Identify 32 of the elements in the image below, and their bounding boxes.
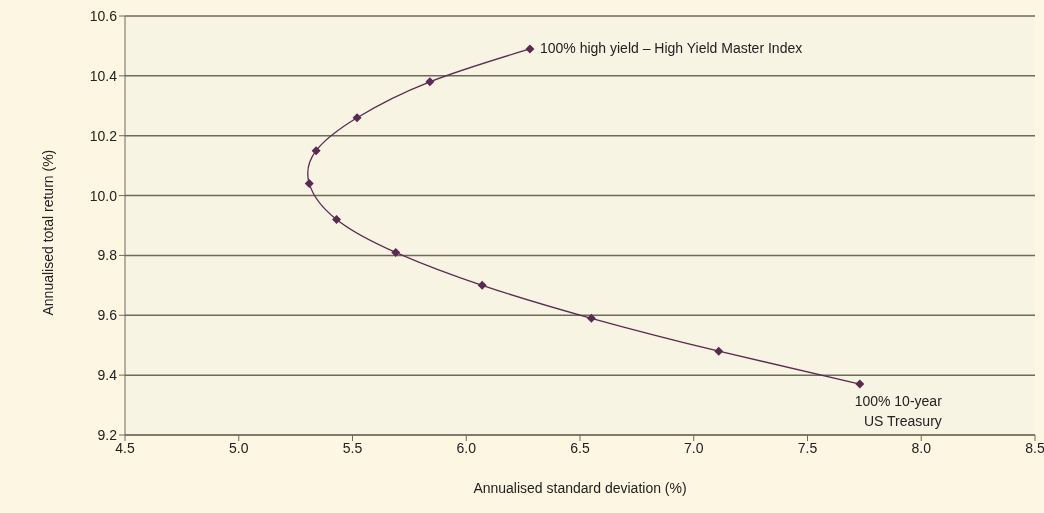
annotation: 100% high yield – High Yield Master Index xyxy=(539,39,803,56)
x-tick-label: 8.0 xyxy=(911,439,932,456)
y-axis-title: Annualised total return (%) xyxy=(39,149,56,316)
y-tick-label: 10.2 xyxy=(89,127,118,144)
y-tick-label: 9.8 xyxy=(97,247,118,264)
point xyxy=(714,346,724,356)
point xyxy=(311,146,321,156)
point xyxy=(477,280,487,290)
point xyxy=(332,215,342,225)
x-tick-label: 8.5 xyxy=(1025,439,1044,456)
y-tick-label: 9.4 xyxy=(97,367,118,384)
y-tick-label: 9.6 xyxy=(97,307,118,324)
point xyxy=(525,44,535,54)
x-axis-title: Annualised standard deviation (%) xyxy=(473,480,687,496)
y-tick-label: 10.6 xyxy=(89,7,118,24)
x-tick-label: 5.0 xyxy=(229,439,249,456)
x-tick-label: 7.5 xyxy=(797,439,818,456)
x-tick-label: 5.5 xyxy=(342,439,363,456)
point xyxy=(586,313,596,323)
y-tick-label: 9.2 xyxy=(97,426,118,443)
x-tick-label: 7.0 xyxy=(684,439,704,456)
point xyxy=(352,113,362,123)
x-tick-label: 4.5 xyxy=(115,439,135,456)
annotation: 100% 10-year US Treasury xyxy=(854,393,943,430)
point xyxy=(855,379,865,389)
y-tick-label: 10.0 xyxy=(89,187,118,204)
point xyxy=(425,77,435,87)
point xyxy=(391,247,401,257)
point xyxy=(304,179,314,189)
x-tick-label: 6.5 xyxy=(570,439,590,456)
x-tick-label: 6.0 xyxy=(456,439,477,456)
y-tick-label: 10.4 xyxy=(89,67,118,84)
